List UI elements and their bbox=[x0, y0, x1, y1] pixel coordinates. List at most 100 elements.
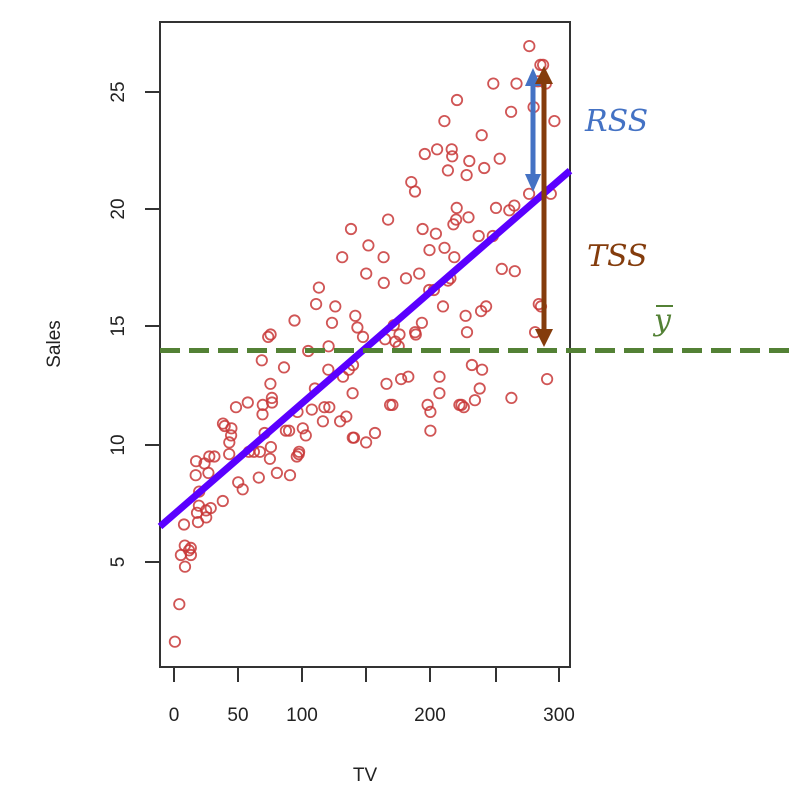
data-point bbox=[523, 39, 536, 53]
data-point bbox=[393, 328, 406, 341]
data-point bbox=[264, 440, 277, 454]
data-point bbox=[493, 152, 506, 165]
data-point bbox=[223, 436, 236, 449]
data-point bbox=[487, 77, 500, 90]
data-point bbox=[399, 272, 413, 285]
data-point bbox=[282, 424, 296, 437]
x-tick-label: 200 bbox=[414, 705, 446, 726]
data-point bbox=[241, 396, 254, 409]
data-point bbox=[178, 560, 192, 573]
data-point bbox=[359, 436, 373, 449]
data-point bbox=[264, 328, 277, 341]
data-points bbox=[168, 39, 561, 648]
data-point bbox=[168, 635, 181, 648]
data-point bbox=[462, 211, 475, 224]
data-point bbox=[322, 340, 335, 353]
data-point bbox=[510, 77, 523, 90]
data-point bbox=[318, 401, 331, 414]
data-point bbox=[394, 372, 408, 386]
data-point bbox=[216, 494, 229, 508]
data-point bbox=[256, 408, 269, 421]
data-point bbox=[438, 241, 451, 254]
data-point bbox=[423, 244, 436, 257]
data-point bbox=[323, 401, 336, 414]
data-point bbox=[325, 316, 339, 329]
data-point bbox=[472, 229, 485, 243]
data-point bbox=[450, 93, 464, 107]
data-point bbox=[305, 403, 318, 416]
data-point bbox=[473, 382, 486, 395]
y-axis bbox=[145, 91, 160, 563]
data-point bbox=[408, 185, 422, 198]
data-point bbox=[177, 518, 191, 531]
data-point bbox=[336, 251, 349, 264]
data-point bbox=[270, 466, 283, 479]
data-point bbox=[504, 105, 518, 118]
data-point bbox=[360, 267, 373, 280]
data-point bbox=[436, 300, 450, 313]
data-point bbox=[347, 431, 361, 444]
data-point bbox=[279, 424, 292, 437]
data-point bbox=[190, 455, 203, 468]
data-point bbox=[478, 161, 491, 175]
data-point bbox=[173, 598, 186, 611]
data-point bbox=[448, 251, 461, 264]
data-point bbox=[433, 370, 446, 383]
y-tick-label: 15 bbox=[108, 315, 129, 336]
y-tick-label: 25 bbox=[108, 81, 129, 102]
svg-text:y: y bbox=[652, 303, 672, 338]
data-point bbox=[252, 471, 265, 484]
data-point bbox=[204, 501, 217, 515]
data-point bbox=[460, 169, 473, 182]
y-tick-label: 20 bbox=[108, 198, 129, 219]
data-point bbox=[450, 201, 463, 214]
ybar-label: y bbox=[652, 303, 673, 338]
data-point bbox=[540, 372, 554, 386]
data-point bbox=[349, 309, 362, 322]
data-point bbox=[263, 452, 276, 465]
data-point bbox=[416, 222, 429, 236]
x-tick-label: 0 bbox=[169, 705, 180, 726]
rss-label: RSS bbox=[584, 104, 648, 139]
x-tick-label: 300 bbox=[543, 705, 575, 726]
data-point bbox=[208, 450, 221, 463]
data-point bbox=[457, 401, 470, 414]
data-point bbox=[283, 469, 297, 482]
data-point bbox=[344, 222, 358, 236]
data-point bbox=[377, 276, 390, 289]
data-point bbox=[418, 147, 431, 161]
data-point bbox=[475, 363, 489, 376]
data-point bbox=[265, 396, 279, 409]
data-point bbox=[402, 370, 415, 383]
data-point bbox=[508, 199, 521, 212]
data-point bbox=[255, 354, 268, 367]
data-point bbox=[184, 548, 197, 562]
data-point bbox=[415, 316, 428, 329]
data-point bbox=[265, 391, 278, 404]
data-point bbox=[455, 398, 468, 411]
data-point bbox=[413, 267, 426, 280]
y-axis-title: Sales bbox=[44, 320, 65, 368]
data-point bbox=[288, 314, 301, 327]
data-point bbox=[468, 394, 481, 407]
data-point bbox=[351, 321, 364, 334]
data-point bbox=[253, 445, 266, 458]
data-point bbox=[433, 387, 446, 400]
data-point bbox=[522, 187, 536, 200]
data-point bbox=[380, 377, 393, 390]
data-point bbox=[505, 391, 518, 404]
data-point bbox=[202, 466, 215, 479]
data-point bbox=[479, 300, 493, 313]
data-point bbox=[299, 429, 312, 442]
data-point bbox=[460, 326, 474, 339]
data-point bbox=[329, 300, 342, 313]
data-point bbox=[309, 297, 323, 311]
data-point bbox=[463, 154, 476, 168]
x-tick-label: 100 bbox=[286, 705, 318, 726]
data-point bbox=[236, 483, 249, 496]
data-point bbox=[225, 429, 238, 442]
x-axis-title: TV bbox=[353, 765, 378, 786]
data-point bbox=[203, 450, 216, 463]
data-point bbox=[386, 398, 399, 411]
data-point bbox=[356, 330, 370, 343]
